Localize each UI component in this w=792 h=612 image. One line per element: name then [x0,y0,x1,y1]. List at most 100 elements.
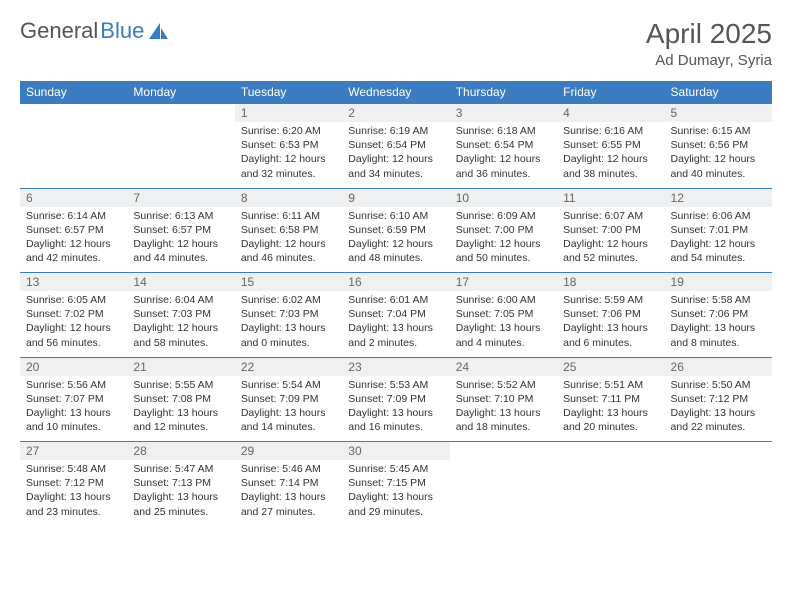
daylight-line: Daylight: 13 hours and 16 minutes. [348,406,443,434]
daylight-line: Daylight: 13 hours and 2 minutes. [348,321,443,349]
calendar-body: 12345Sunrise: 6:20 AMSunset: 6:53 PMDayl… [20,104,772,527]
sunrise-line: Sunrise: 6:11 AM [241,209,336,223]
daylight-line: Daylight: 13 hours and 27 minutes. [241,490,336,518]
daylight-line: Daylight: 13 hours and 25 minutes. [133,490,228,518]
daylight-line: Daylight: 13 hours and 22 minutes. [671,406,766,434]
title-block: April 2025 Ad Dumayr, Syria [646,18,772,69]
sunrise-line: Sunrise: 5:58 AM [671,293,766,307]
day-content-cell: Sunrise: 6:02 AMSunset: 7:03 PMDaylight:… [235,291,342,357]
day-content-row: Sunrise: 6:14 AMSunset: 6:57 PMDaylight:… [20,207,772,273]
sunrise-line: Sunrise: 6:19 AM [348,124,443,138]
weekday-header: Wednesday [342,81,449,104]
weekday-header: Tuesday [235,81,342,104]
sunset-line: Sunset: 6:59 PM [348,223,443,237]
weekday-header: Sunday [20,81,127,104]
day-number-cell [557,442,664,461]
daylight-line: Daylight: 13 hours and 4 minutes. [456,321,551,349]
daylight-line: Daylight: 12 hours and 58 minutes. [133,321,228,349]
day-content-cell: Sunrise: 6:06 AMSunset: 7:01 PMDaylight:… [665,207,772,273]
day-number-cell: 30 [342,442,449,461]
day-number-cell: 28 [127,442,234,461]
sunrise-line: Sunrise: 6:04 AM [133,293,228,307]
day-content-cell: Sunrise: 5:58 AMSunset: 7:06 PMDaylight:… [665,291,772,357]
sunrise-line: Sunrise: 6:05 AM [26,293,121,307]
sunrise-line: Sunrise: 6:07 AM [563,209,658,223]
sunset-line: Sunset: 7:06 PM [671,307,766,321]
day-content-cell: Sunrise: 5:45 AMSunset: 7:15 PMDaylight:… [342,460,449,526]
daylight-line: Daylight: 13 hours and 14 minutes. [241,406,336,434]
sunset-line: Sunset: 6:58 PM [241,223,336,237]
sunset-line: Sunset: 7:10 PM [456,392,551,406]
day-content-cell [20,122,127,188]
daylight-line: Daylight: 12 hours and 52 minutes. [563,237,658,265]
sunrise-line: Sunrise: 5:51 AM [563,378,658,392]
daylight-line: Daylight: 12 hours and 34 minutes. [348,152,443,180]
sunset-line: Sunset: 6:54 PM [456,138,551,152]
day-content-cell: Sunrise: 6:11 AMSunset: 6:58 PMDaylight:… [235,207,342,273]
day-number-row: 13141516171819 [20,273,772,292]
daylight-line: Daylight: 12 hours and 42 minutes. [26,237,121,265]
day-number-cell: 5 [665,104,772,123]
sunrise-line: Sunrise: 5:47 AM [133,462,228,476]
day-number-cell: 27 [20,442,127,461]
sunset-line: Sunset: 7:12 PM [26,476,121,490]
sunset-line: Sunset: 7:08 PM [133,392,228,406]
day-number-cell [127,104,234,123]
day-number-cell [665,442,772,461]
sunset-line: Sunset: 7:05 PM [456,307,551,321]
sunrise-line: Sunrise: 5:59 AM [563,293,658,307]
sunrise-line: Sunrise: 6:14 AM [26,209,121,223]
sunset-line: Sunset: 7:09 PM [348,392,443,406]
day-content-cell: Sunrise: 5:52 AMSunset: 7:10 PMDaylight:… [450,376,557,442]
day-content-cell [450,460,557,526]
day-number-row: 6789101112 [20,188,772,207]
sunset-line: Sunset: 7:14 PM [241,476,336,490]
day-content-row: Sunrise: 5:48 AMSunset: 7:12 PM Daylight:… [20,460,772,526]
sunrise-line: Sunrise: 6:01 AM [348,293,443,307]
day-content-cell: Sunrise: 5:54 AMSunset: 7:09 PMDaylight:… [235,376,342,442]
daylight-line: Daylight: 13 hours and 8 minutes. [671,321,766,349]
weekday-header: Monday [127,81,234,104]
day-content-cell: Sunrise: 6:16 AMSunset: 6:55 PMDaylight:… [557,122,664,188]
day-content-cell: Sunrise: 6:18 AMSunset: 6:54 PMDaylight:… [450,122,557,188]
weekday-header: Friday [557,81,664,104]
daylight-line: Daylight: 12 hours and 48 minutes. [348,237,443,265]
sunset-line: Sunset: 6:56 PM [671,138,766,152]
day-content-cell: Sunrise: 5:51 AMSunset: 7:11 PMDaylight:… [557,376,664,442]
day-number-cell [20,104,127,123]
day-content-cell: Sunrise: 6:07 AMSunset: 7:00 PMDaylight:… [557,207,664,273]
day-content-cell: Sunrise: 6:10 AMSunset: 6:59 PMDaylight:… [342,207,449,273]
sunset-line: Sunset: 7:09 PM [241,392,336,406]
header: GeneralBlue April 2025 Ad Dumayr, Syria [20,18,772,69]
day-content-cell: Sunrise: 6:15 AMSunset: 6:56 PMDaylight:… [665,122,772,188]
sunset-line: Sunset: 7:06 PM [563,307,658,321]
daylight-line: Daylight: 12 hours and 56 minutes. [26,321,121,349]
day-number-cell: 4 [557,104,664,123]
daylight-line: Daylight: 13 hours and 18 minutes. [456,406,551,434]
day-number-cell: 12 [665,188,772,207]
sunrise-line: Sunrise: 6:15 AM [671,124,766,138]
sunrise-line: Sunrise: 5:48 AM [26,462,121,476]
brand-part2: Blue [100,18,144,44]
daylight-line: Daylight: 12 hours and 40 minutes. [671,152,766,180]
sunrise-line: Sunrise: 6:06 AM [671,209,766,223]
day-number-cell: 26 [665,357,772,376]
sunset-line: Sunset: 7:00 PM [563,223,658,237]
sunrise-line: Sunrise: 6:20 AM [241,124,336,138]
calendar-table: SundayMondayTuesdayWednesdayThursdayFrid… [20,81,772,526]
day-number-cell: 13 [20,273,127,292]
day-number-cell: 10 [450,188,557,207]
sunrise-line: Sunrise: 5:45 AM [348,462,443,476]
weekday-header: Saturday [665,81,772,104]
day-number-cell: 14 [127,273,234,292]
day-number-cell: 2 [342,104,449,123]
daylight-line: Daylight: 13 hours and 0 minutes. [241,321,336,349]
day-content-cell: Sunrise: 6:00 AMSunset: 7:05 PMDaylight:… [450,291,557,357]
day-content-cell: Sunrise: 5:48 AMSunset: 7:12 PMDaylight:… [20,460,127,526]
day-number-cell: 21 [127,357,234,376]
day-content-cell: Sunrise: 6:05 AMSunset: 7:02 PMDaylight:… [20,291,127,357]
day-number-cell: 18 [557,273,664,292]
day-number-cell: 20 [20,357,127,376]
day-number-cell: 15 [235,273,342,292]
day-content-cell: Sunrise: 6:01 AMSunset: 7:04 PMDaylight:… [342,291,449,357]
